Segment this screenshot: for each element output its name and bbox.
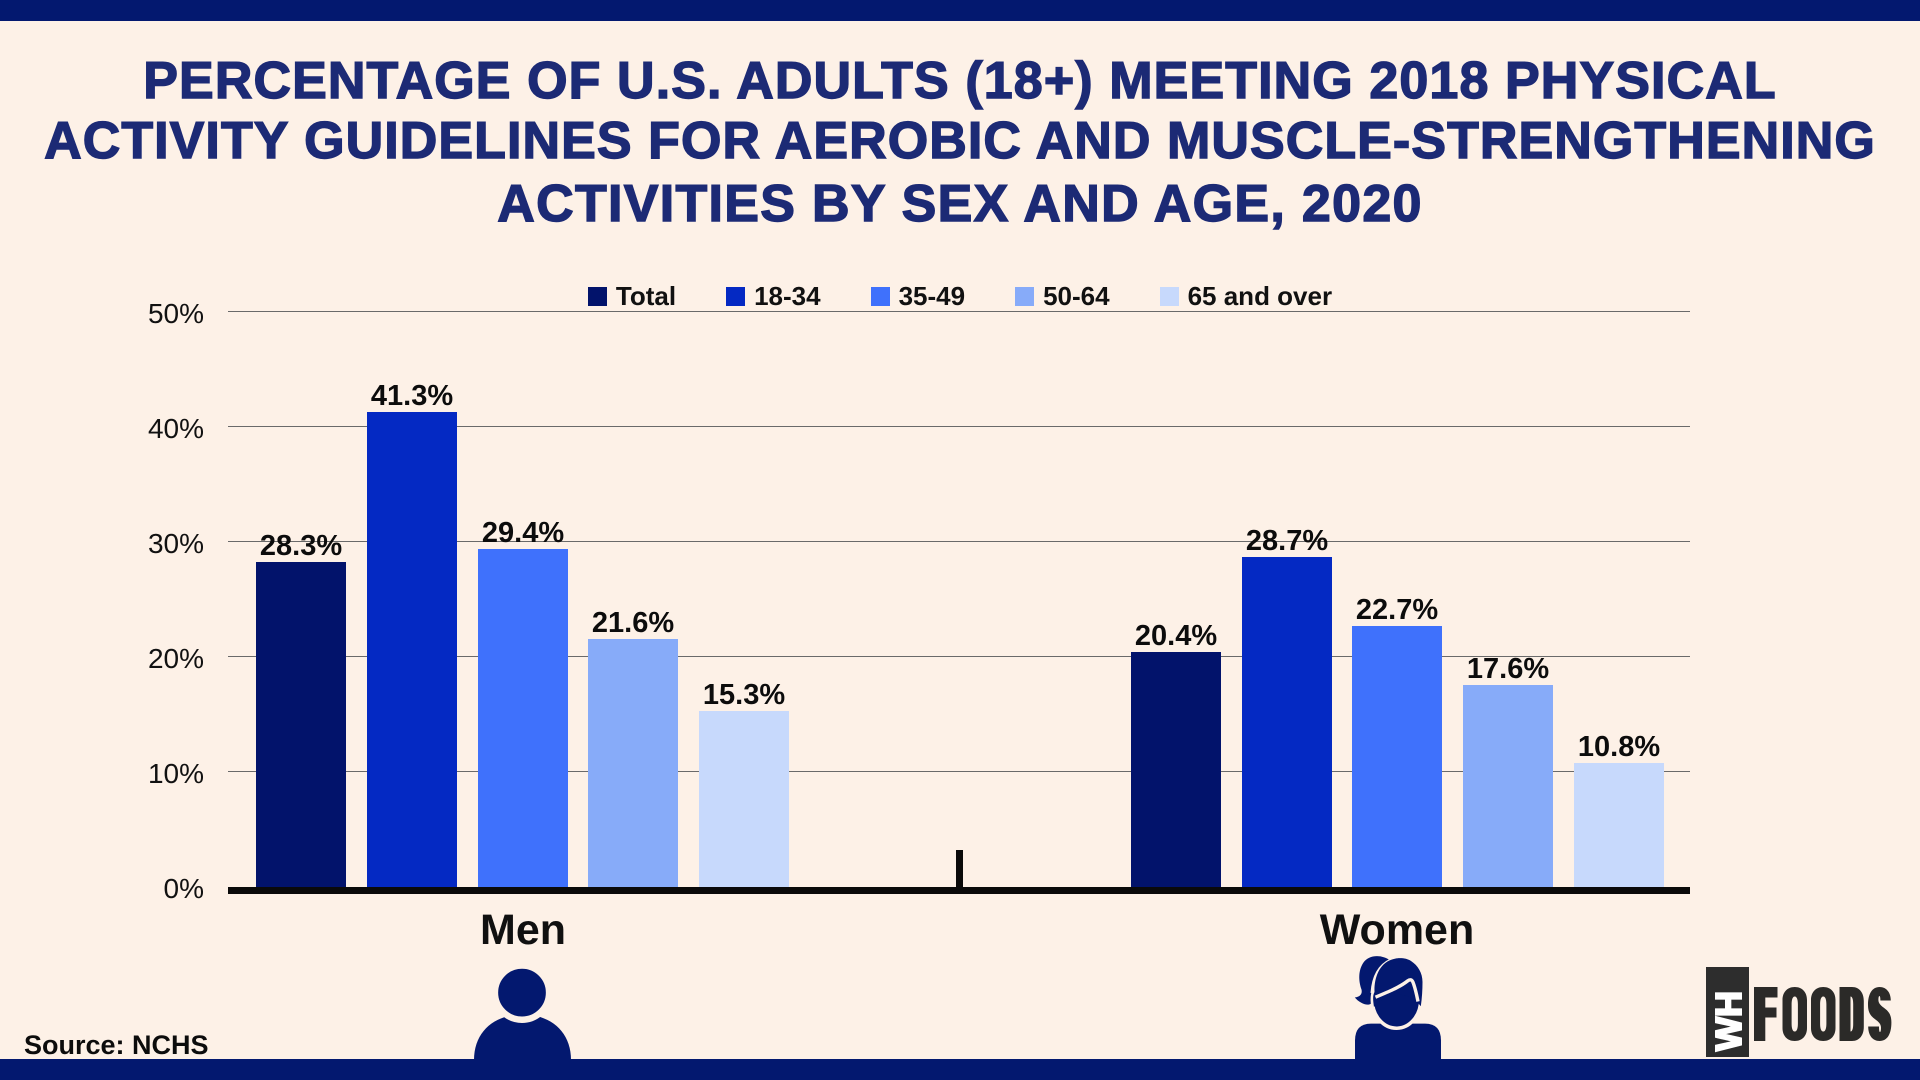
svg-text:WH: WH <box>1708 991 1749 1051</box>
